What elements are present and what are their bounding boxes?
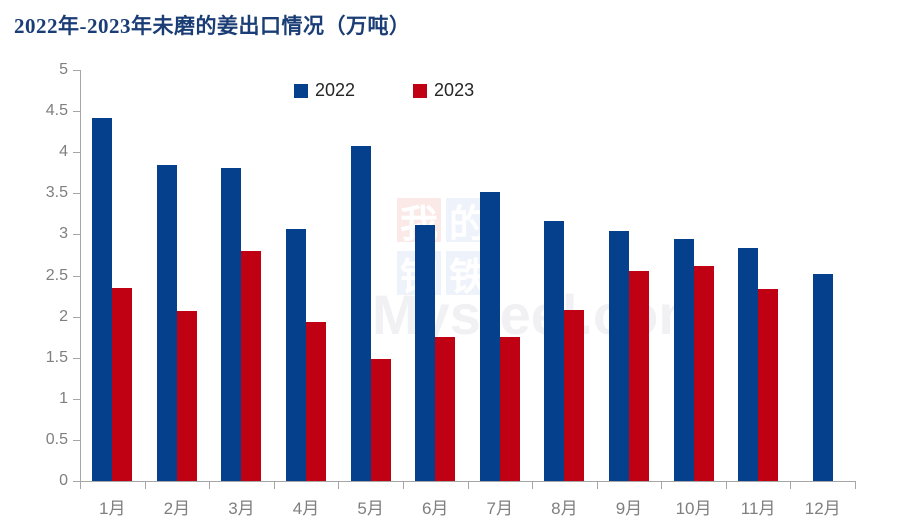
y-axis-tick-label: 4 (59, 143, 68, 161)
x-axis-tick (273, 482, 275, 489)
x-axis-tick (338, 482, 340, 489)
bar-2022-5月 (350, 146, 371, 481)
x-axis-label-11月: 11月 (740, 499, 776, 518)
x-axis-label-3月: 3月 (228, 499, 255, 518)
bar-2022-10月 (673, 238, 694, 481)
y-axis-tick (73, 481, 80, 482)
x-axis-tick (725, 482, 727, 489)
y-axis-tick-label: 2 (59, 307, 68, 325)
x-axis-tick (467, 482, 469, 489)
y-axis-tick (73, 275, 80, 277)
chart-title: 2022年-2023年未磨的姜出口情况（万吨） (14, 14, 411, 38)
x-axis-tick (596, 482, 598, 489)
y-axis-tick (73, 152, 80, 154)
bar-2023-10月 (693, 266, 714, 481)
y-axis-tick-label: 0 (59, 472, 68, 489)
x-axis-tick (144, 482, 146, 489)
bar-2023-11月 (758, 289, 779, 481)
y-axis-tick (73, 111, 80, 113)
watermark-square-0: 我 (397, 198, 441, 246)
bar-2023-2月 (176, 310, 197, 481)
x-axis-label-5月: 5月 (357, 499, 384, 518)
x-axis-label-4月: 4月 (292, 499, 320, 518)
bar-2022-3月 (221, 167, 242, 481)
y-axis-tick (73, 357, 80, 359)
legend-swatch-2022-icon (294, 83, 308, 98)
bar-2023-9月 (628, 271, 649, 481)
y-axis-tick (73, 193, 80, 195)
y-axis-line (80, 70, 81, 482)
bar-2022-4月 (286, 228, 307, 481)
y-axis-tick-label: 4.5 (45, 102, 68, 120)
y-axis-tick (73, 70, 80, 71)
x-axis-line (80, 481, 856, 482)
x-axis-tick (80, 482, 81, 489)
x-axis-tick (402, 482, 404, 489)
x-axis-label-10月: 10月 (675, 499, 712, 518)
y-axis-tick (73, 439, 80, 441)
bar-2022-9月 (608, 231, 629, 481)
bar-2023-4月 (306, 322, 327, 481)
bar-2023-8月 (564, 310, 585, 481)
bar-2022-8月 (544, 221, 565, 481)
legend-item-2023: 2023 (413, 80, 474, 101)
y-axis-tick (73, 398, 80, 400)
bar-2022-7月 (479, 191, 500, 481)
x-axis-tick (855, 482, 856, 489)
y-axis-tick-label: 1.5 (45, 348, 68, 366)
legend-label-2023: 2023 (434, 80, 475, 100)
bar-2023-1月 (112, 287, 133, 481)
bar-2022-12月 (812, 273, 833, 481)
x-axis-label-6月: 6月 (421, 499, 449, 518)
x-axis-label-9月: 9月 (615, 499, 643, 518)
y-axis-tick (73, 316, 80, 318)
y-axis-tick-label: 3.5 (45, 184, 68, 202)
y-axis-tick-label: 3 (59, 225, 68, 243)
x-axis-tick (661, 482, 663, 489)
x-axis-tick (790, 482, 792, 489)
y-axis-tick-label: 5 (59, 61, 68, 78)
x-axis-label-7月: 7月 (486, 499, 514, 518)
chart-legend: 2022 2023 (294, 80, 474, 101)
legend-label-2022: 2022 (315, 80, 356, 100)
legend-item-2022: 2022 (294, 80, 355, 101)
bar-2023-3月 (241, 250, 262, 481)
bar-2022-1月 (92, 117, 113, 481)
bar-2022-11月 (738, 247, 759, 481)
bar-2023-5月 (370, 358, 391, 481)
y-axis-tick-label: 2.5 (45, 266, 68, 284)
x-axis-label-2月: 2月 (163, 499, 191, 518)
y-axis-tick (73, 234, 80, 236)
bar-2023-6月 (435, 337, 456, 481)
x-axis-tick (209, 482, 211, 489)
watermark-logo-grid: 我的钢铁 (397, 198, 490, 299)
y-axis-tick-label: 1 (59, 389, 68, 407)
x-axis-label-1月: 1月 (99, 499, 126, 518)
bar-2023-7月 (499, 337, 520, 481)
bar-2022-6月 (415, 224, 436, 481)
y-axis-tick-label: 0.5 (45, 430, 68, 448)
x-axis-tick (532, 482, 534, 489)
legend-swatch-2023-icon (413, 83, 428, 98)
x-axis-label-12月: 12月 (804, 499, 841, 518)
bar-2022-2月 (156, 164, 177, 481)
x-axis-label-8月: 8月 (551, 499, 578, 518)
